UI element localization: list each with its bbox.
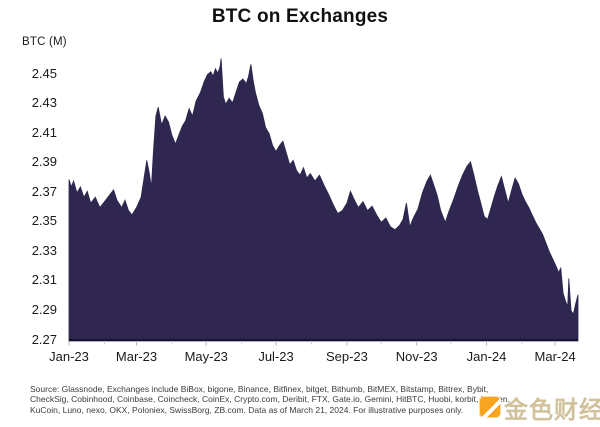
y-tick-label: 2.35 bbox=[31, 213, 57, 229]
y-tick-label: 2.31 bbox=[31, 272, 57, 288]
x-tick-label: Jan-24 bbox=[466, 349, 507, 364]
watermark-text: 金色财经 bbox=[504, 396, 600, 424]
y-tick-label: 2.39 bbox=[31, 154, 57, 170]
y-tick-label: 2.43 bbox=[31, 95, 57, 111]
y-tick-label: 2.37 bbox=[31, 183, 57, 199]
source-note-line: KuCoin, Luno, nexo, OKX, Poloniex, Swiss… bbox=[30, 404, 464, 415]
x-tick-label: May-23 bbox=[184, 349, 228, 364]
x-tick-label: Jul-23 bbox=[258, 349, 294, 364]
y-axis-unit-label: BTC (M) bbox=[22, 36, 67, 48]
x-tick-label: Nov-23 bbox=[395, 349, 438, 364]
watermark: 金色财经 bbox=[479, 393, 600, 424]
source-note-line: Source: Glassnode, Exchanges include BiB… bbox=[30, 384, 489, 394]
x-tick-label: Mar-23 bbox=[115, 349, 158, 364]
y-tick-label: 2.27 bbox=[31, 331, 57, 347]
source-note-line: CheckSig, Cobinhood, Coinbase, Coincheck… bbox=[30, 394, 510, 405]
y-tick-label: 2.33 bbox=[31, 242, 57, 258]
y-tick-label: 2.45 bbox=[31, 65, 57, 81]
jinse-finance-logo-icon bbox=[479, 396, 501, 418]
y-tick-label: 2.29 bbox=[31, 301, 57, 317]
x-tick-label: Sep-23 bbox=[325, 349, 368, 364]
x-tick-label: Mar-24 bbox=[534, 349, 576, 364]
y-tick-label: 2.41 bbox=[31, 124, 57, 140]
source-note: Source: Glassnode, Exchanges include BiB… bbox=[30, 384, 570, 415]
chart-title: BTC on Exchanges bbox=[211, 6, 389, 27]
x-tick-label: Jan-23 bbox=[49, 349, 89, 364]
area-series-btc-on-exchanges bbox=[68, 58, 579, 342]
